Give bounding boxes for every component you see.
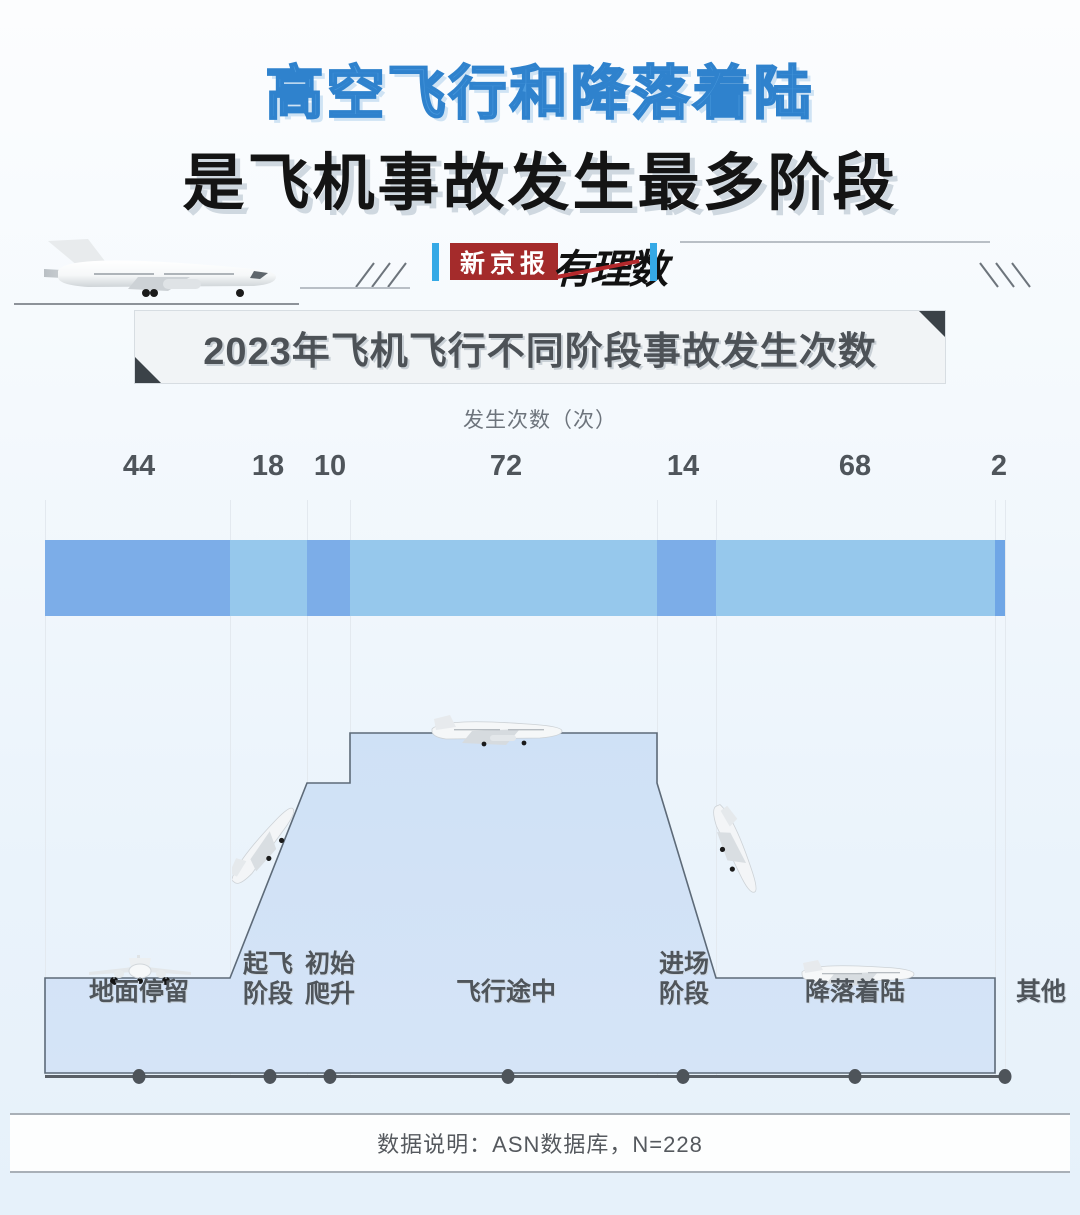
brand-rule-left: [300, 287, 410, 289]
brand-rule-right: [680, 241, 990, 243]
value-label: 2: [990, 450, 1008, 482]
value-label: 18: [251, 450, 285, 482]
gridline: [1005, 500, 1006, 1075]
phase-label-approach: 进场 阶段: [658, 950, 709, 1008]
gridline: [995, 500, 996, 1075]
chart-title: 2023年飞机飞行不同阶段事故发生次数: [203, 330, 877, 373]
phase-label-enroute: 飞行途中: [455, 978, 556, 1006]
band-segment-approach: [657, 540, 716, 616]
phase-label-ground: 地面停留: [88, 978, 189, 1006]
axis-tick-dot: [848, 1069, 862, 1084]
band-segment-landing: [716, 540, 995, 616]
axis-tick-dot: [323, 1069, 337, 1084]
gridline: [230, 500, 231, 1075]
column-wordmark-text: 有理数: [552, 247, 668, 292]
axis-tick-dot: [676, 1069, 690, 1084]
chart-title-banner: 2023年飞机飞行不同阶段事故发生次数: [134, 310, 946, 384]
axis-tick-dot: [998, 1069, 1012, 1084]
axis-tick-dot: [132, 1069, 146, 1084]
decorative-slashes-right: [979, 262, 1031, 288]
value-label: 44: [122, 450, 156, 482]
headline-secondary: 是飞机事故发生最多阶段: [182, 149, 898, 218]
decorative-slashes-left: [355, 262, 407, 288]
landing-airplane-icon: [801, 960, 915, 988]
band-segment-ground: [45, 540, 230, 616]
column-wordmark: 有理数: [552, 237, 668, 295]
cruising-airplane-icon: [431, 715, 563, 747]
banner-corner-bottom-left: [135, 357, 161, 383]
descending-airplane-icon: [713, 804, 757, 893]
phase-label-other: 其他: [1015, 978, 1066, 1006]
axis-tick-dot: [501, 1069, 515, 1084]
source-note: 数据说明：ASN数据库，N=228: [377, 1132, 703, 1157]
y-axis-caption: 发生次数（次）: [463, 409, 617, 432]
plot-region: 地面停留 起飞 阶段 初始 爬升 飞行途中 进场 阶段 降落着陆 其他: [0, 500, 1080, 1075]
axis-tick-dot: [263, 1069, 277, 1084]
chart-area: 44 18 10 72 14 68 2: [0, 450, 1080, 1090]
band-segment-takeoff: [230, 540, 307, 616]
band-segment-enroute: [350, 540, 657, 616]
brand-divider-left: [432, 243, 439, 281]
phase-label-landing: 降落着陆: [804, 978, 905, 1006]
header-airplane-icon: [44, 239, 276, 297]
gridline: [45, 500, 46, 1075]
phase-label-takeoff: 起飞 阶段: [242, 950, 293, 1008]
banner-corner-top-right: [919, 311, 945, 337]
value-label: 14: [666, 450, 700, 482]
value-label: 68: [838, 450, 872, 482]
climbing-airplane-icon: [232, 807, 295, 884]
headline-primary: 高空飞行和降落着陆: [264, 60, 815, 127]
value-label: 72: [489, 450, 523, 482]
gridline: [716, 500, 717, 1075]
band-segment-climb: [307, 540, 350, 616]
band-segment-other: [995, 540, 1005, 616]
source-note-bar: 数据说明：ASN数据库，N=228: [10, 1113, 1070, 1173]
brand-strip: 新京报 有理数: [0, 225, 1080, 305]
phase-label-climb: 初始 爬升: [304, 950, 355, 1008]
brand-divider-right: [650, 243, 657, 281]
x-axis-baseline: [45, 1075, 1005, 1078]
value-label-row: 44 18 10 72 14 68 2: [0, 450, 1080, 496]
parked-airplane-front-icon: [89, 955, 191, 985]
publisher-badge: 新京报: [450, 243, 559, 280]
header-ground-line: [14, 303, 299, 305]
flight-profile-shape: [44, 732, 996, 1074]
value-label: 10: [313, 450, 347, 482]
